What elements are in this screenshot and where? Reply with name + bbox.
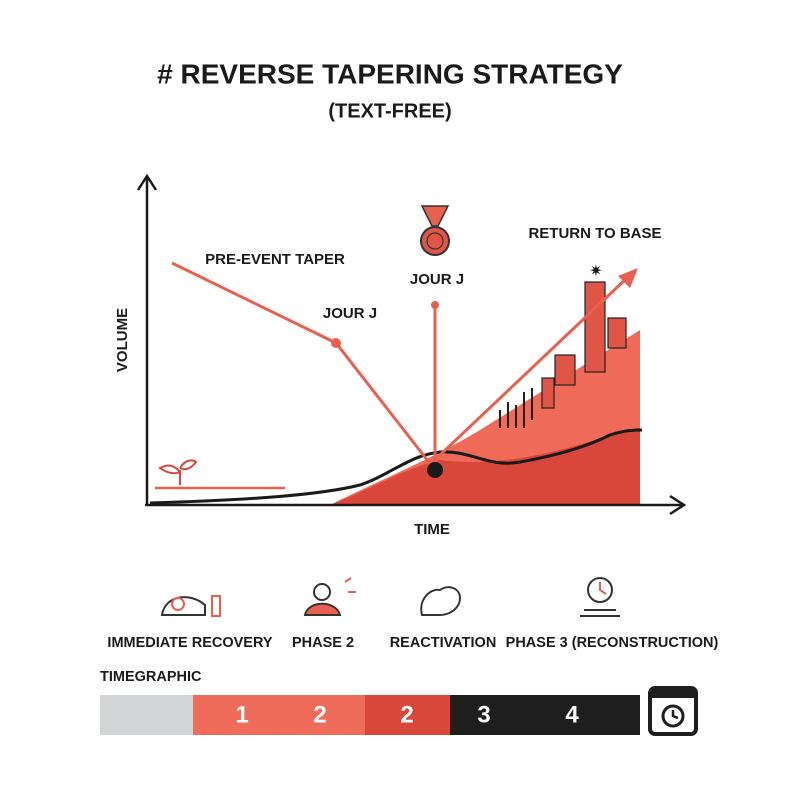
graphic-shape <box>618 268 638 288</box>
timeline-label: TIMEGRAPHIC <box>100 669 202 685</box>
timeline-bar <box>100 686 698 736</box>
graphic-shape <box>671 710 679 720</box>
graphic-shape <box>420 226 450 256</box>
annotation: JOUR J <box>410 271 464 288</box>
title: # REVERSE TAPERING STRATEGY <box>157 58 623 89</box>
graphic-shape <box>420 586 462 616</box>
graphic-shape <box>158 459 198 485</box>
graphic-shape <box>313 583 331 601</box>
phase-label: PHASE 3 (RECONSTRUCTION) <box>506 635 719 651</box>
graphic-shape: ✷ <box>589 263 602 280</box>
graphic-shape <box>171 261 437 471</box>
annotation: PRE-EVENT TAPER <box>205 251 345 268</box>
segment-number: 3 <box>477 701 490 728</box>
graphic-shape <box>584 281 606 373</box>
graphic-shape <box>149 428 643 505</box>
graphic-shape <box>426 232 444 250</box>
graphic-shape <box>365 695 450 735</box>
segment-number: 4 <box>565 701 579 728</box>
graphic-shape <box>541 377 555 409</box>
graphic-shape <box>661 704 685 728</box>
graphic-shape <box>554 354 576 386</box>
graphic-shape <box>330 428 640 505</box>
graphic-shape <box>650 688 696 698</box>
subtitle: (TEXT-FREE) <box>328 100 451 122</box>
graphic-shape <box>669 494 687 516</box>
graphic-shape <box>499 388 533 428</box>
graphic-shape <box>171 597 185 611</box>
chart-graphic: ✷ <box>136 173 687 516</box>
phase-label: PHASE 2 <box>292 635 354 651</box>
phase-label: REACTIVATION <box>390 635 497 651</box>
segment-number: 2 <box>313 701 326 728</box>
graphic-shape <box>303 602 342 616</box>
annotation: RETURN TO BASE <box>528 225 661 242</box>
graphic-shape <box>100 695 193 735</box>
graphic-shape <box>160 596 206 616</box>
graphic-shape <box>420 205 450 227</box>
graphic-shape <box>331 338 341 348</box>
graphic-shape <box>599 582 607 595</box>
segment-number: 2 <box>400 701 413 728</box>
segment-number: 1 <box>235 701 248 728</box>
x-axis-label: TIME <box>414 521 450 538</box>
graphic-shape <box>427 462 443 478</box>
graphic-shape <box>193 695 365 735</box>
phase-icons <box>160 577 620 617</box>
y-axis-label: VOLUME <box>114 308 131 372</box>
phase-label: IMMEDIATE RECOVERY <box>107 635 272 651</box>
graphic-shape <box>211 595 221 617</box>
graphic-shape <box>344 577 356 593</box>
graphic-shape <box>607 317 627 349</box>
graphic-shape <box>136 173 158 191</box>
graphic-shape <box>587 577 613 603</box>
graphic-shape <box>450 695 640 735</box>
graphic-shape <box>431 301 439 309</box>
annotation: JOUR J <box>323 305 377 322</box>
graphic-shape <box>438 275 630 457</box>
